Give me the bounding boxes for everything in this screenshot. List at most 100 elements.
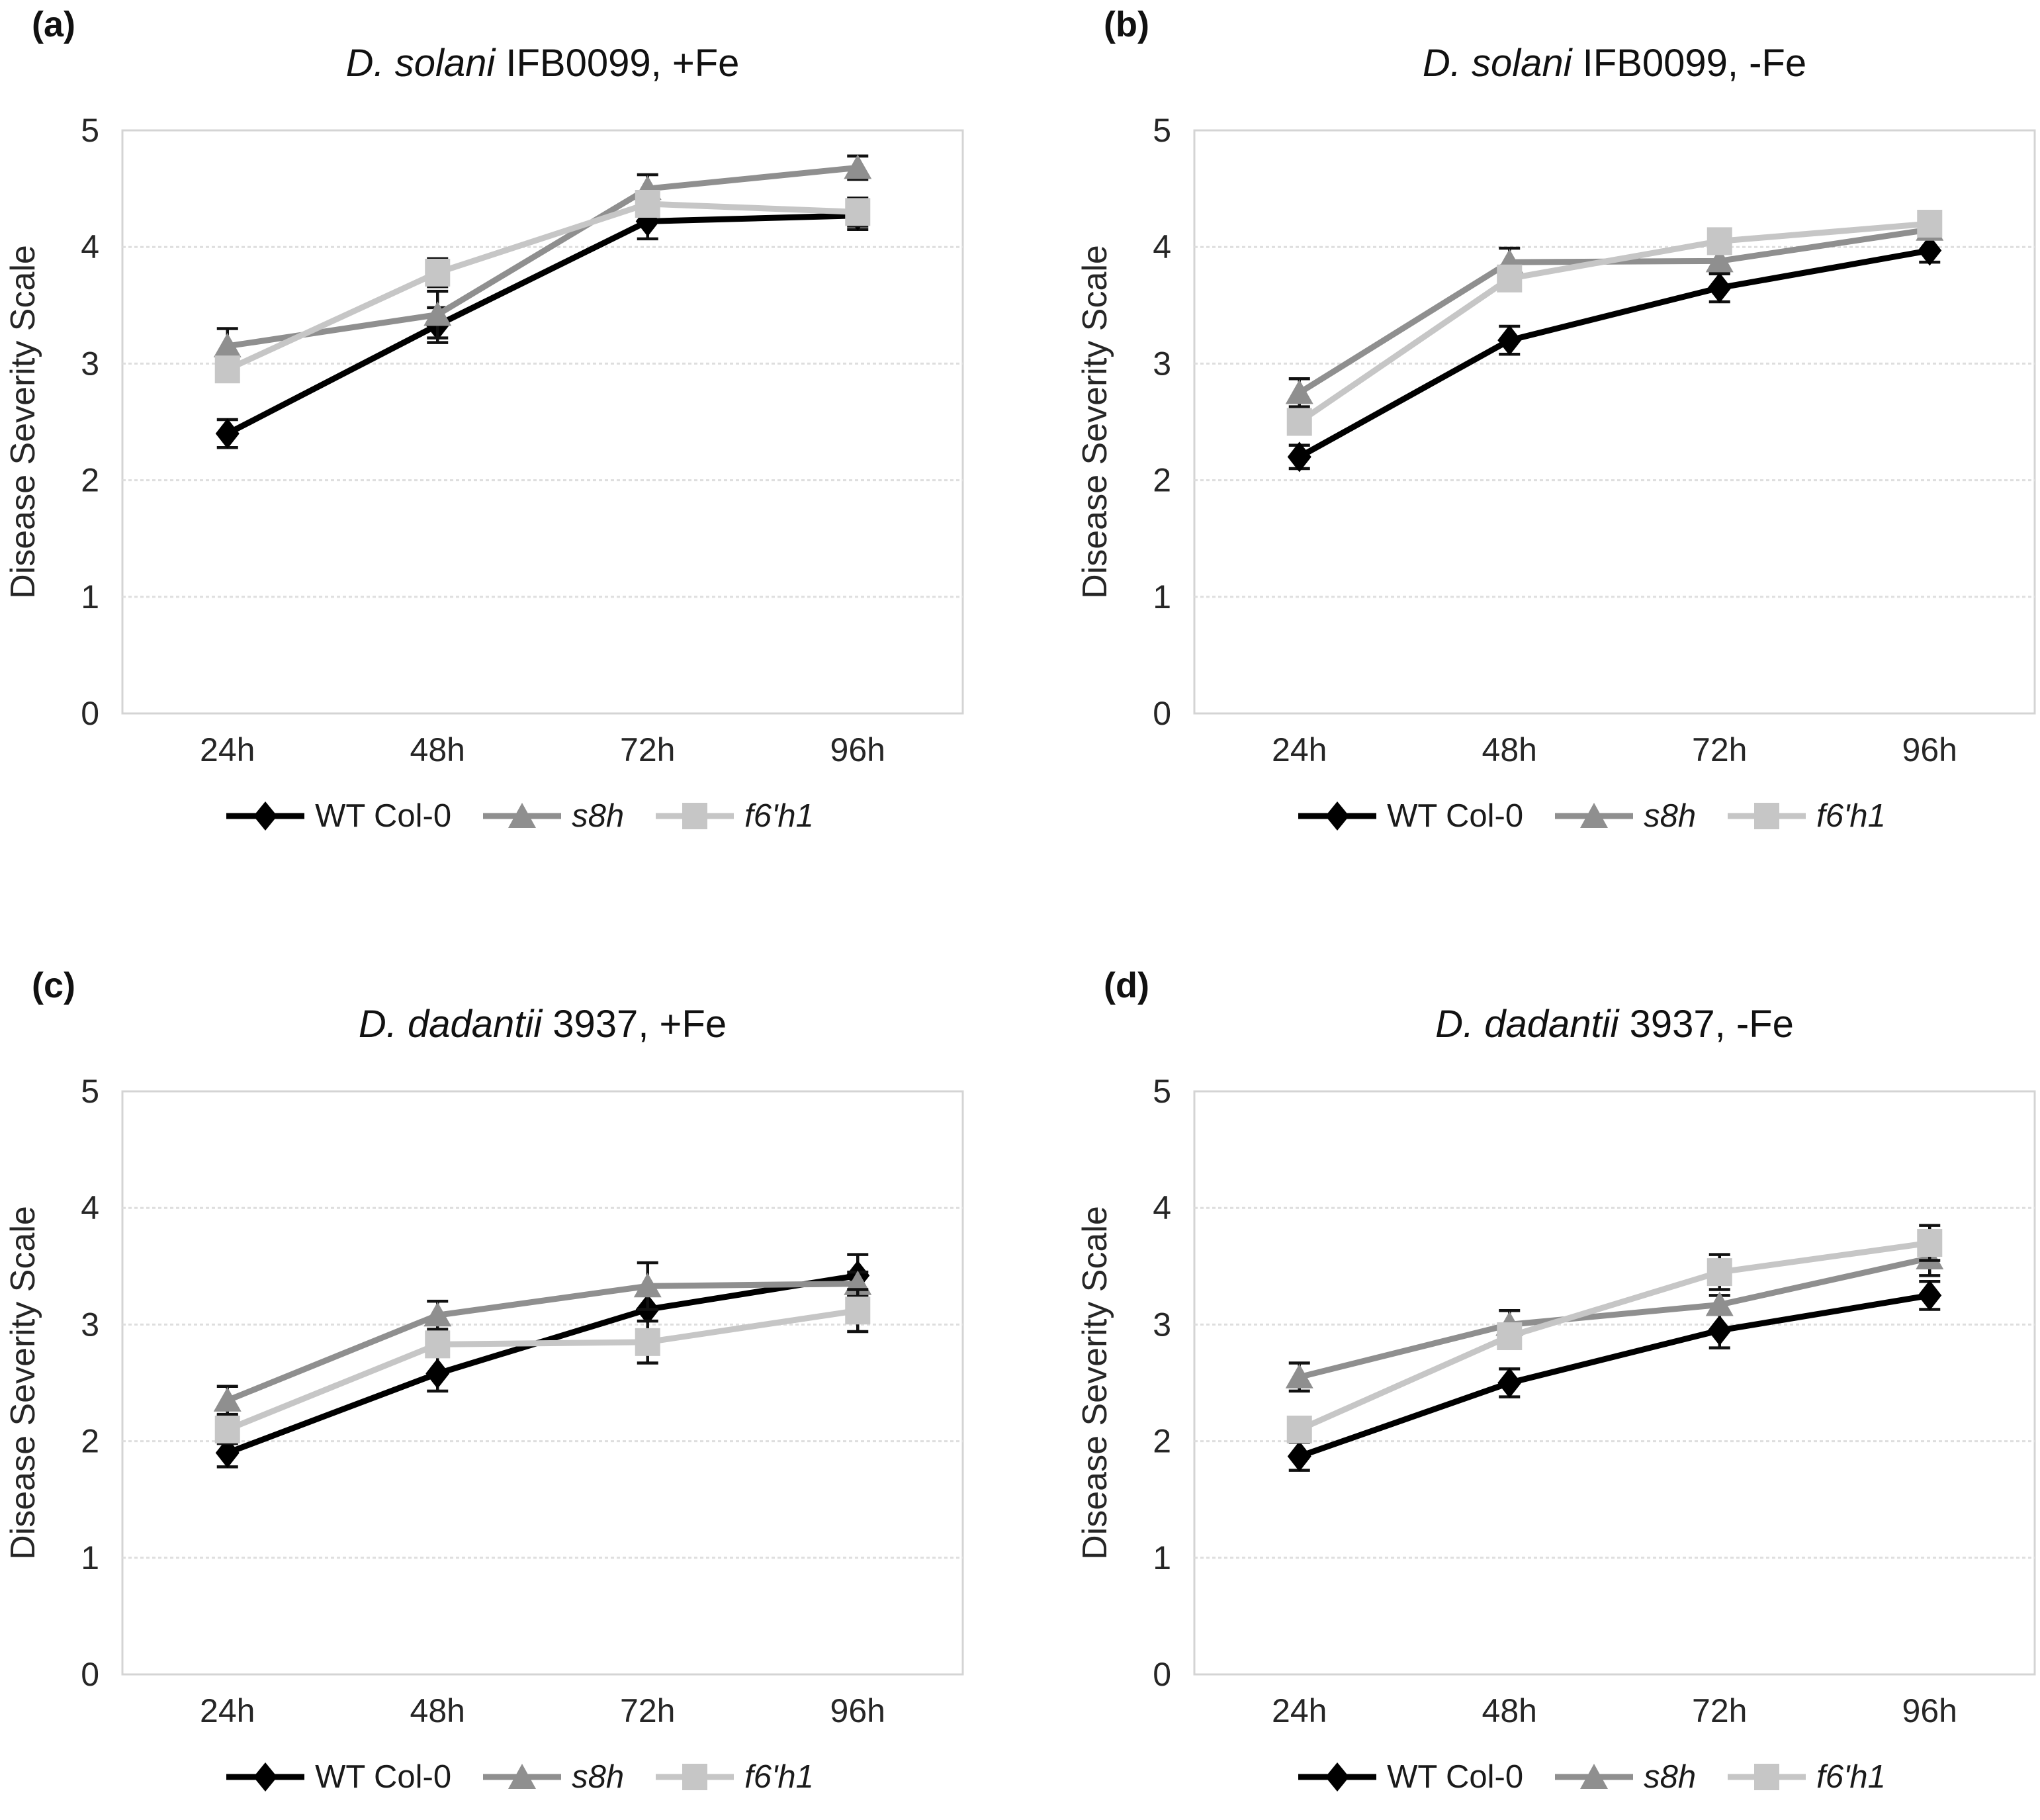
svg-text:1: 1 [81,578,99,615]
legend: WT Col-0 s8h f6'h1 [76,1758,963,1796]
panel-label: (d) [1104,966,1149,1005]
figure-panel-c: (c) D. dadantii 3937, +Fe 0 1 2 3 4 5 24h 48h 72… [0,961,968,1820]
svg-text:5: 5 [1153,112,1171,149]
legend-item-label: s8h [1644,798,1697,834]
triangle-marker-icon [1555,1764,1634,1789]
title-strain-condition: 3937, -Fe [1619,1003,1794,1046]
svg-text:4: 4 [81,1189,99,1226]
svg-text:5: 5 [81,112,99,149]
svg-text:3: 3 [1153,345,1171,382]
legend-item-s8h: s8h [1554,797,1696,835]
svg-text:96h: 96h [1902,731,1957,768]
legend-item-wt-col0: WT Col-0 [1297,797,1523,835]
svg-text:24h: 24h [1272,1692,1327,1729]
figure-panel-a: (a) D. solani IFB0099, +Fe 0 1 2 3 4 5 24h 48h 7… [0,0,968,859]
line-chart: 0 1 2 3 4 5 24h 48h 72h 96h Disease Severity Scale [1076,1073,2036,1729]
svg-text:24h: 24h [200,1692,255,1729]
svg-text:72h: 72h [620,731,675,768]
legend-item-f6h1: f6'h1 [654,1758,814,1796]
legend-item-wt-col0: WT Col-0 [1297,1758,1523,1796]
legend-item-s8h: s8h [1554,1758,1696,1796]
svg-text:Disease Severity Scale: Disease Severity Scale [1076,245,1114,599]
legend-item-label: s8h [572,798,625,834]
svg-text:3: 3 [1153,1306,1171,1343]
svg-text:24h: 24h [1272,731,1327,768]
square-marker-icon [656,803,734,829]
svg-text:Disease Severity Scale: Disease Severity Scale [4,1206,42,1560]
legend-item-label: s8h [572,1759,625,1795]
legend-item-f6h1: f6'h1 [1726,797,1886,835]
figure-panel-d: (d) D. dadantii 3937, -Fe 0 1 2 3 4 5 24h 48h 72… [1072,961,2040,1820]
legend-item-label: WT Col-0 [315,798,452,834]
chart-title: D. dadantii 3937, +Fe [122,1002,963,1046]
svg-text:48h: 48h [1482,1692,1537,1729]
svg-text:2: 2 [1153,462,1171,499]
panel-label: (a) [32,5,75,44]
legend: WT Col-0 s8h f6'h1 [1148,797,2035,835]
figure-panel-b: (b) D. solani IFB0099, -Fe 0 1 2 3 4 5 24h 48h 7… [1072,0,2040,859]
square-marker-icon [1728,803,1806,829]
legend-item-label: WT Col-0 [1387,798,1524,834]
svg-text:96h: 96h [830,731,885,768]
diamond-marker-icon [1298,801,1377,831]
title-strain-condition: IFB0099, +Fe [495,42,740,85]
svg-text:1: 1 [81,1539,99,1576]
svg-text:0: 0 [1153,695,1171,732]
legend-item-label: f6'h1 [1816,798,1886,834]
line-chart: 0 1 2 3 4 5 24h 48h 72h 96h Disease Severity Scale [4,1073,964,1729]
legend-item-f6h1: f6'h1 [1726,1758,1886,1796]
svg-text:72h: 72h [620,1692,675,1729]
legend-item-wt-col0: WT Col-0 [225,797,451,835]
svg-text:2: 2 [81,462,99,499]
legend: WT Col-0 s8h f6'h1 [1148,1758,2035,1796]
legend-item-label: WT Col-0 [315,1759,452,1795]
panel-label: (c) [32,966,75,1005]
chart-title: D. dadantii 3937, -Fe [1194,1002,2035,1046]
chart-title: D. solani IFB0099, +Fe [122,41,963,85]
title-strain-condition: IFB0099, -Fe [1572,42,1807,85]
svg-text:4: 4 [1153,1189,1171,1226]
chart-title: D. solani IFB0099, -Fe [1194,41,2035,85]
svg-text:1: 1 [1153,578,1171,615]
svg-text:24h: 24h [200,731,255,768]
line-chart: 0 1 2 3 4 5 24h 48h 72h 96h Disease Severity Scale [4,112,964,768]
title-strain-condition: 3937, +Fe [542,1003,727,1046]
svg-text:0: 0 [81,695,99,732]
legend: WT Col-0 s8h f6'h1 [76,797,963,835]
diamond-marker-icon [226,1762,305,1792]
title-species: D. dadantii [358,1003,543,1046]
legend-item-label: f6'h1 [744,1759,814,1795]
svg-text:48h: 48h [410,1692,465,1729]
triangle-marker-icon [1555,803,1634,828]
svg-text:72h: 72h [1692,1692,1747,1729]
svg-text:2: 2 [81,1423,99,1460]
triangle-marker-icon [483,1764,562,1789]
title-species: D. solani [345,42,496,85]
svg-text:5: 5 [81,1073,99,1110]
svg-text:Disease Severity Scale: Disease Severity Scale [1076,1206,1114,1560]
svg-text:48h: 48h [410,731,465,768]
svg-text:96h: 96h [830,1692,885,1729]
svg-text:1: 1 [1153,1539,1171,1576]
diamond-marker-icon [1298,1762,1377,1792]
legend-item-label: f6'h1 [744,798,814,834]
svg-text:96h: 96h [1902,1692,1957,1729]
square-marker-icon [656,1764,734,1790]
title-species: D. solani [1422,42,1572,85]
diamond-marker-icon [226,801,305,831]
svg-text:72h: 72h [1692,731,1747,768]
svg-text:2: 2 [1153,1423,1171,1460]
svg-text:4: 4 [81,228,99,265]
square-marker-icon [1728,1764,1806,1790]
svg-text:4: 4 [1153,228,1171,265]
line-chart: 0 1 2 3 4 5 24h 48h 72h 96h Disease Severity Scale [1076,112,2036,768]
svg-text:Disease Severity Scale: Disease Severity Scale [4,245,42,599]
title-species: D. dadantii [1435,1003,1619,1046]
svg-text:3: 3 [81,1306,99,1343]
svg-text:0: 0 [1153,1656,1171,1693]
svg-text:3: 3 [81,345,99,382]
legend-item-label: f6'h1 [1816,1759,1886,1795]
legend-item-s8h: s8h [482,1758,624,1796]
legend-item-label: WT Col-0 [1387,1759,1524,1795]
